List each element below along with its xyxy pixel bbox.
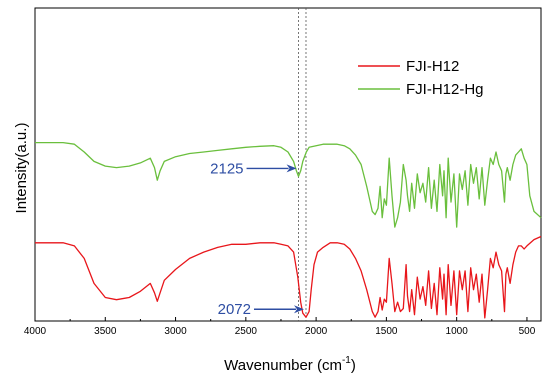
annotation-arrow-head-2072: [293, 305, 304, 314]
x-axis: 4000 3500 3000 2500 2000 1500 1000 500: [24, 317, 536, 337]
annotation-arrow-head-2125: [286, 164, 297, 173]
x-tick-label-1000: 1000: [446, 326, 469, 337]
series-group: [35, 141, 542, 319]
x-tick-label-500: 500: [519, 326, 536, 337]
series-line-fji-h12-hg: [35, 141, 542, 228]
x-tick-label-4000: 4000: [24, 326, 47, 337]
plot-frame: [34, 7, 542, 322]
legend-label-fji-h12: FJI-H12: [406, 58, 459, 75]
legend-label-fji-h12-hg: FJI-H12-Hg: [406, 81, 484, 98]
annotation-label-2072: 2072: [218, 301, 251, 318]
x-tick-label-1500: 1500: [375, 326, 398, 337]
x-tick-label-3000: 3000: [164, 326, 187, 337]
annotation-label-2125: 2125: [210, 160, 243, 177]
reference-lines: [298, 8, 307, 321]
x-axis-title-main: Wavenumber (cm: [224, 357, 342, 374]
x-axis-title-sup: -1: [342, 355, 351, 366]
x-axis-title-end: ): [351, 357, 356, 374]
series-line-fji-h12: [35, 235, 542, 319]
y-axis-title: Intensity(a.u.): [13, 123, 30, 214]
x-tick-label-2000: 2000: [305, 326, 328, 337]
x-axis-title: Wavenumber (cm-1): [224, 355, 356, 374]
x-tick-label-2500: 2500: [235, 326, 258, 337]
legend: FJI-H12 FJI-H12-Hg: [358, 58, 484, 98]
annotations: 2125 2072: [210, 160, 304, 318]
x-tick-label-3500: 3500: [94, 326, 117, 337]
